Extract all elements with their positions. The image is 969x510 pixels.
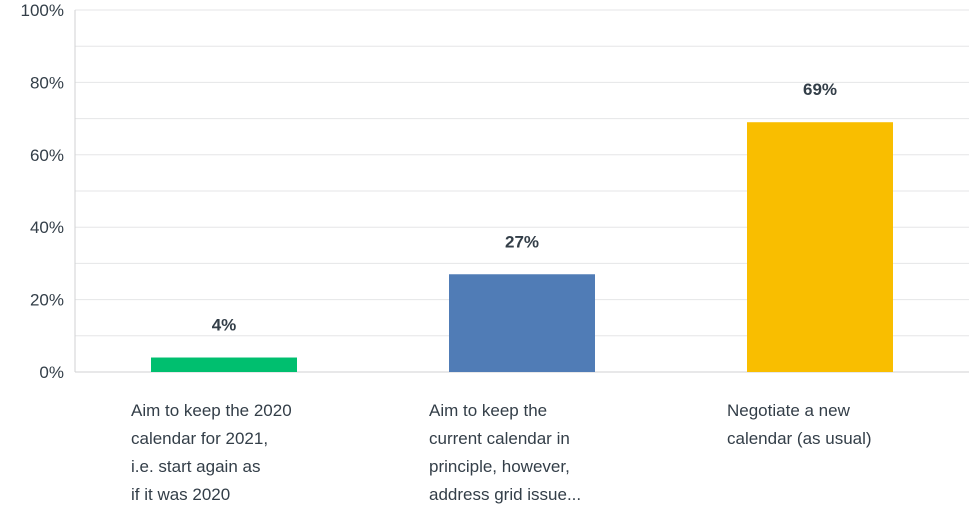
- y-tick-label: 40%: [30, 218, 64, 237]
- bar: [151, 357, 297, 372]
- category-label: Aim to keep the 2020: [131, 401, 292, 420]
- data-labels: 4% 27% 69%: [212, 80, 837, 334]
- bar: [747, 122, 893, 372]
- category-label: if it was 2020: [131, 485, 230, 504]
- category-label: address grid issue...: [429, 485, 581, 504]
- data-label: 69%: [803, 80, 837, 99]
- gridlines: [75, 9, 969, 337]
- y-tick-label: 60%: [30, 146, 64, 165]
- bar: [449, 274, 595, 372]
- data-label: 4%: [212, 316, 237, 335]
- data-label: 27%: [505, 232, 539, 251]
- y-axis-tick-labels: 0% 20% 40% 60% 80% 100%: [21, 1, 64, 382]
- category-labels: Aim to keep the 2020 calendar for 2021, i.…: [131, 401, 872, 504]
- category-label: principle, however,: [429, 457, 570, 476]
- category-label: calendar (as usual): [727, 429, 872, 448]
- y-tick-label: 80%: [30, 73, 64, 92]
- category-label: current calendar in: [429, 429, 570, 448]
- category-label: Aim to keep the: [429, 401, 547, 420]
- category-label: i.e. start again as: [131, 457, 260, 476]
- category-label: Negotiate a new: [727, 401, 851, 420]
- y-tick-label: 0%: [39, 363, 64, 382]
- y-tick-label: 100%: [21, 1, 64, 20]
- y-tick-label: 20%: [30, 291, 64, 310]
- bars: [151, 122, 893, 372]
- category-label: calendar for 2021,: [131, 429, 268, 448]
